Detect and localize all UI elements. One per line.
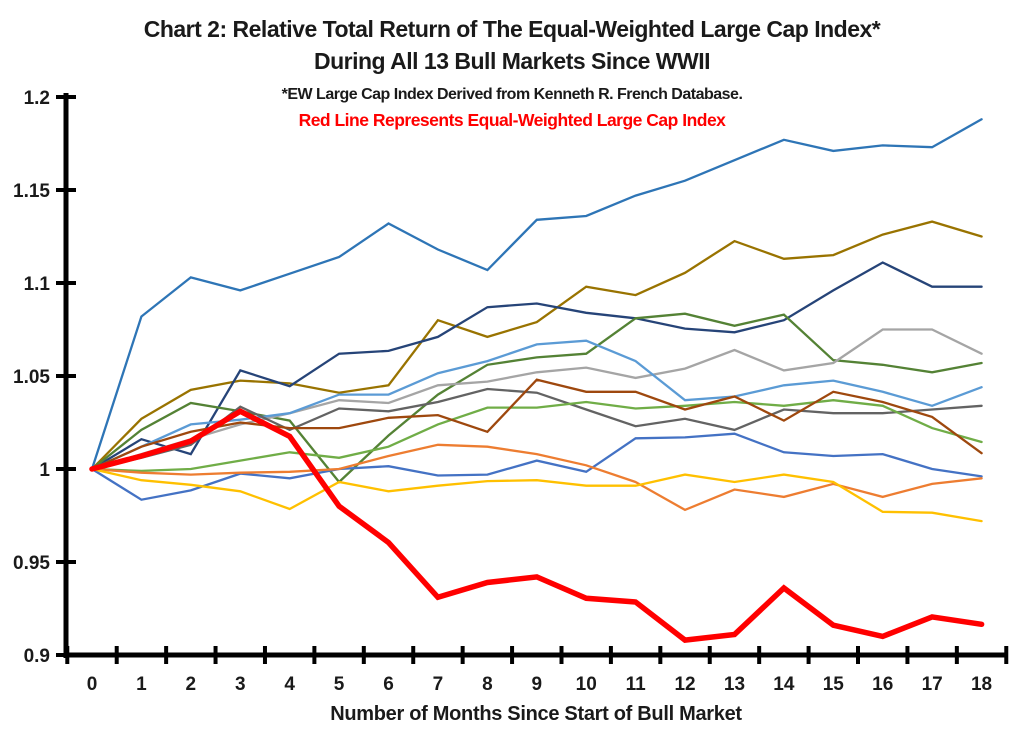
series-line-bull-market-dark-green	[90, 312, 983, 484]
y-tick-label: 1.1	[24, 274, 51, 295]
x-tick-label: 4	[284, 674, 295, 695]
x-tick-label: 15	[823, 674, 845, 695]
x-tick-label: 9	[531, 674, 542, 695]
x-tick-label: 16	[872, 674, 893, 695]
series-line-bull-market-dark-gray	[90, 387, 983, 471]
chart-title-line2: During All 13 Bull Markets Since WWII	[314, 48, 711, 74]
x-tick-label: 18	[971, 674, 992, 695]
x-tick-label: 13	[724, 674, 745, 695]
x-axis-title: Number of Months Since Start of Bull Mar…	[330, 703, 742, 725]
series-line-bull-market-light-blue	[90, 339, 983, 471]
y-tick-label: 1.2	[24, 88, 50, 109]
series-line-bull-market-yellow	[90, 467, 983, 523]
series-line-bull-market-navy	[90, 261, 983, 471]
x-tick-label: 3	[235, 674, 246, 695]
series-line-bull-market-steel-blue	[90, 118, 983, 471]
red-line-note: Red Line Represents Equal-Weighted Large…	[298, 110, 726, 130]
y-tick-label: 0.9	[24, 646, 50, 667]
series-line-equal-weighted-large-cap-index-red	[89, 408, 985, 643]
series-line-bull-market-orange	[90, 443, 983, 512]
y-tick-label: 1.15	[13, 181, 50, 202]
x-tick-label: 11	[626, 674, 647, 695]
x-tick-label: 17	[922, 674, 943, 695]
series-line-bull-market-olive	[90, 220, 983, 471]
y-tick-label: 1	[39, 460, 50, 481]
chart-title-line1: Chart 2: Relative Total Return of The Eq…	[143, 16, 881, 42]
x-tick-label: 0	[87, 674, 98, 695]
x-tick-label: 1	[136, 674, 147, 695]
x-tick-label: 2	[186, 674, 197, 695]
x-tick-label: 14	[773, 674, 795, 695]
x-tick-label: 5	[334, 674, 345, 695]
y-tick-label: 0.95	[13, 553, 50, 574]
chart-subtitle: *EW Large Cap Index Derived from Kenneth…	[281, 86, 743, 103]
series-line-bull-market-light-gray	[90, 328, 983, 471]
series-line-bull-market-brown	[90, 378, 983, 471]
series-line-bull-market-green	[90, 399, 983, 473]
x-tick-label: 6	[383, 674, 394, 695]
x-tick-label: 12	[674, 674, 695, 695]
x-tick-label: 8	[482, 674, 493, 695]
y-tick-label: 1.05	[13, 367, 50, 388]
x-tick-label: 7	[433, 674, 444, 695]
x-tick-label: 10	[576, 674, 597, 695]
